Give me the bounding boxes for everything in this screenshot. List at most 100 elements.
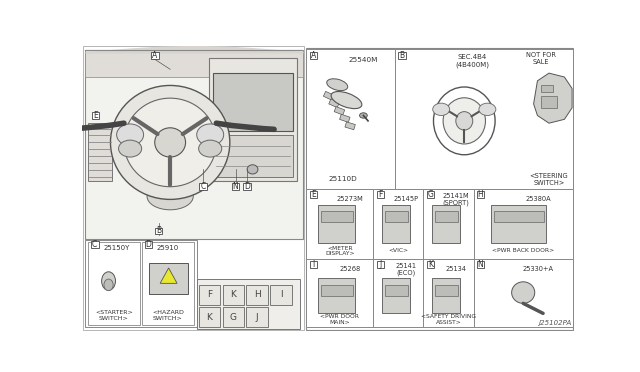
Text: <METER
DISPLAY>: <METER DISPLAY> xyxy=(325,246,355,256)
Bar xyxy=(155,228,163,234)
Ellipse shape xyxy=(443,98,486,144)
Bar xyxy=(323,92,334,100)
Ellipse shape xyxy=(58,126,67,132)
Ellipse shape xyxy=(247,165,258,174)
Bar xyxy=(435,211,458,222)
Ellipse shape xyxy=(433,103,450,115)
Bar xyxy=(212,73,293,131)
Bar xyxy=(200,183,207,190)
Text: 25110D: 25110D xyxy=(328,176,357,182)
Text: J: J xyxy=(256,313,259,322)
Text: J: J xyxy=(380,260,381,269)
Text: 25910: 25910 xyxy=(157,245,179,251)
Text: (4B400M): (4B400M) xyxy=(455,61,489,68)
Bar xyxy=(270,285,292,305)
Polygon shape xyxy=(534,73,572,123)
Bar xyxy=(212,135,293,177)
Bar xyxy=(334,107,345,115)
Bar xyxy=(307,49,395,189)
Bar xyxy=(541,96,557,108)
Bar xyxy=(427,262,435,268)
Bar xyxy=(223,307,244,327)
Ellipse shape xyxy=(360,113,367,118)
Bar xyxy=(88,123,113,181)
Bar xyxy=(197,279,300,329)
Bar xyxy=(92,112,99,119)
Ellipse shape xyxy=(155,128,186,157)
Bar xyxy=(433,205,460,243)
Text: <VIC>: <VIC> xyxy=(388,248,408,253)
Text: A: A xyxy=(311,51,316,60)
Bar xyxy=(145,241,152,247)
Text: F: F xyxy=(207,291,212,299)
Text: <HAZARD
SWITCH>: <HAZARD SWITCH> xyxy=(152,310,184,321)
Text: N: N xyxy=(477,260,483,269)
Text: 25150Y: 25150Y xyxy=(103,245,129,251)
Text: E: E xyxy=(93,111,98,120)
Text: 25145P: 25145P xyxy=(394,196,419,202)
Bar xyxy=(198,285,220,305)
Bar xyxy=(383,278,410,313)
Text: I: I xyxy=(312,260,314,269)
Bar xyxy=(435,285,458,295)
Text: B: B xyxy=(399,51,404,60)
Text: H: H xyxy=(477,190,483,199)
Bar xyxy=(433,278,460,313)
Text: 25141
(ECO): 25141 (ECO) xyxy=(396,263,417,276)
Bar xyxy=(474,189,573,259)
Text: SEC.4B4: SEC.4B4 xyxy=(458,54,486,60)
Bar xyxy=(321,285,353,295)
Bar xyxy=(376,191,384,198)
Text: G: G xyxy=(230,313,237,322)
Polygon shape xyxy=(160,268,177,283)
Text: I: I xyxy=(280,291,282,299)
Bar xyxy=(246,285,268,305)
Bar xyxy=(151,52,159,59)
Bar xyxy=(86,50,303,77)
Bar xyxy=(424,189,474,259)
Text: D: D xyxy=(244,182,250,191)
Bar xyxy=(246,307,268,327)
Bar xyxy=(310,262,317,268)
Bar xyxy=(424,259,474,327)
Text: K: K xyxy=(207,313,212,322)
Bar xyxy=(385,211,408,222)
Text: E: E xyxy=(311,190,316,199)
Text: 25273M: 25273M xyxy=(337,196,364,202)
Text: 25540M: 25540M xyxy=(349,57,378,63)
Bar xyxy=(307,259,373,327)
Ellipse shape xyxy=(118,140,141,157)
Bar xyxy=(209,58,297,181)
Bar xyxy=(141,242,194,325)
Text: <PWR BACK DOOR>: <PWR BACK DOOR> xyxy=(492,248,554,253)
Bar xyxy=(223,285,244,305)
Bar xyxy=(319,205,355,243)
Ellipse shape xyxy=(116,124,143,145)
Text: D: D xyxy=(146,240,152,248)
Ellipse shape xyxy=(196,124,223,145)
Text: 25134: 25134 xyxy=(445,266,467,272)
Text: 25380A: 25380A xyxy=(525,196,551,202)
Bar xyxy=(198,307,220,327)
Ellipse shape xyxy=(479,103,496,115)
Text: NOT FOR
SALE: NOT FOR SALE xyxy=(526,52,556,65)
Text: K: K xyxy=(428,260,433,269)
Bar xyxy=(383,205,410,243)
Bar xyxy=(373,259,424,327)
Bar xyxy=(340,114,350,122)
Bar xyxy=(321,211,353,222)
Text: N: N xyxy=(233,182,239,191)
Bar xyxy=(307,48,573,330)
Ellipse shape xyxy=(124,98,216,187)
Text: G: G xyxy=(428,190,433,199)
Bar xyxy=(329,99,339,108)
Bar xyxy=(541,85,553,92)
Bar xyxy=(83,46,304,330)
Ellipse shape xyxy=(331,92,362,109)
Ellipse shape xyxy=(198,140,221,157)
Text: <PWR DOOR
MAIN>: <PWR DOOR MAIN> xyxy=(321,314,360,325)
Ellipse shape xyxy=(147,183,193,210)
Bar xyxy=(385,285,408,295)
Bar xyxy=(243,183,251,190)
Bar xyxy=(477,191,484,198)
